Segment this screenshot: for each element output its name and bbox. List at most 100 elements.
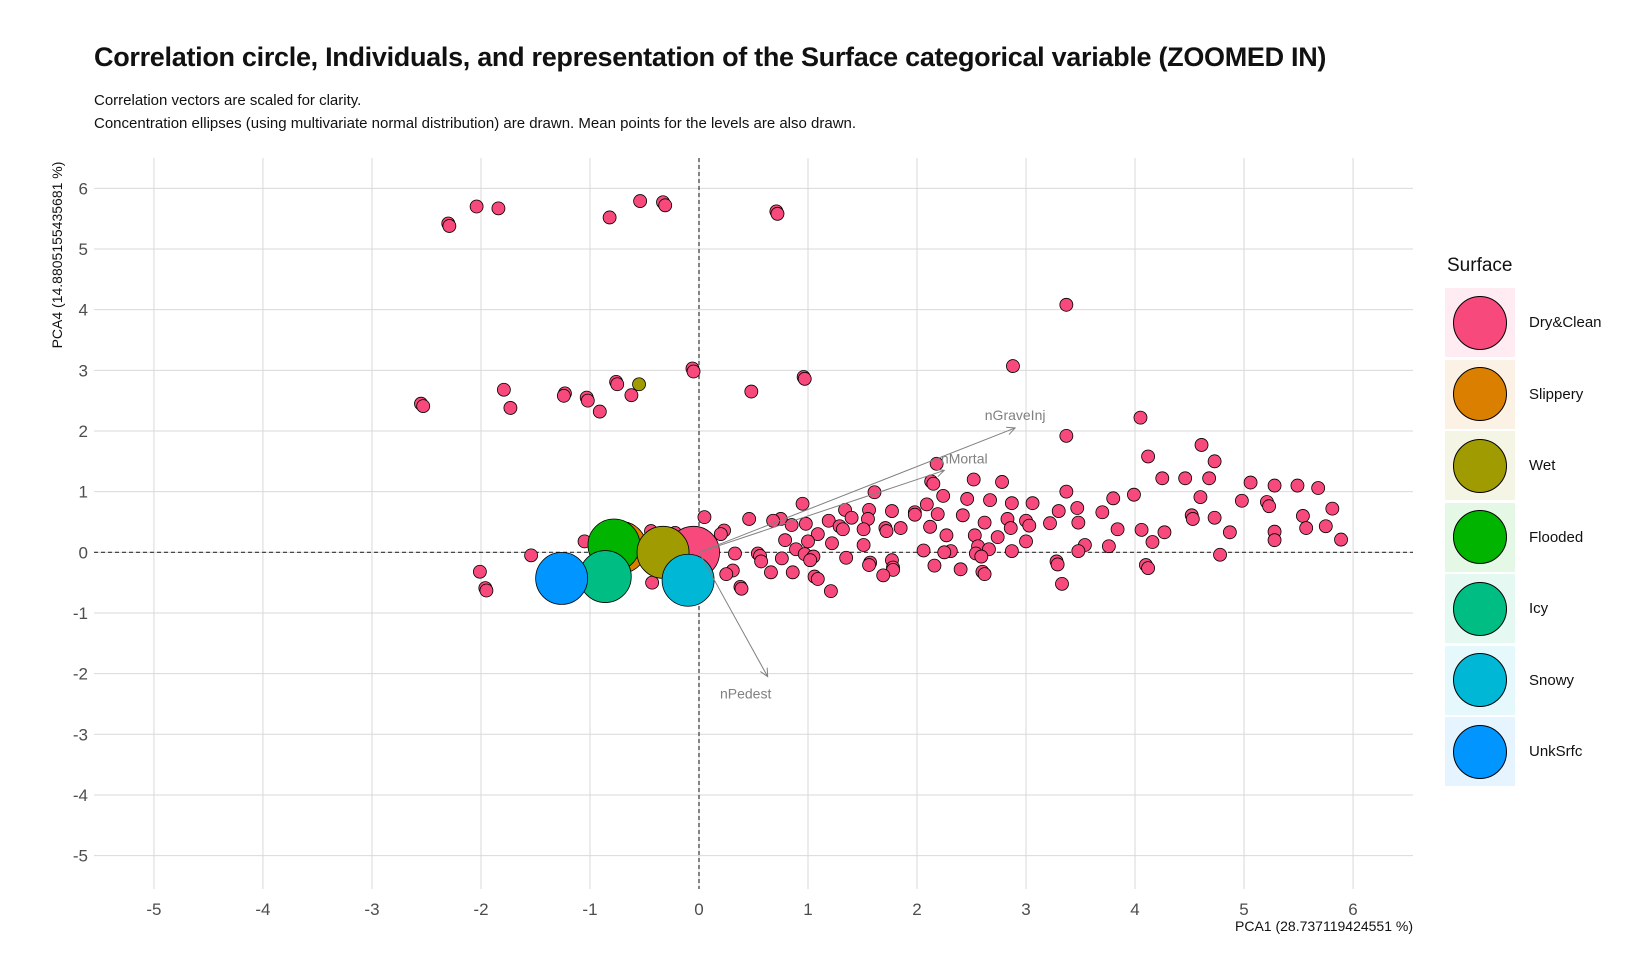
y-tick-label: 2 bbox=[79, 422, 88, 441]
data-point bbox=[1262, 499, 1277, 514]
data-point bbox=[835, 522, 850, 537]
data-point bbox=[1127, 487, 1141, 502]
data-point bbox=[1178, 471, 1193, 486]
legend: Surface Dry&Clean Slippery Wet Flooded Icy Sn… bbox=[1445, 255, 1645, 788]
data-point bbox=[1055, 576, 1069, 591]
legend-label: Snowy bbox=[1529, 671, 1575, 689]
data-point bbox=[1059, 297, 1074, 312]
data-point bbox=[1222, 525, 1237, 540]
y-tick-label: -4 bbox=[73, 786, 88, 805]
data-point bbox=[764, 565, 778, 580]
legend-swatch bbox=[1453, 581, 1507, 636]
data-point bbox=[1059, 428, 1074, 443]
data-point bbox=[990, 530, 1005, 545]
data-point bbox=[862, 558, 876, 572]
data-point bbox=[1141, 561, 1156, 575]
legend-swatch bbox=[1453, 510, 1507, 565]
x-tick-label: -4 bbox=[255, 900, 270, 919]
data-point bbox=[995, 475, 1009, 489]
y-tick-label: 0 bbox=[79, 543, 88, 562]
data-point bbox=[580, 393, 595, 408]
level-mean-points bbox=[535, 518, 720, 607]
data-point bbox=[491, 201, 506, 216]
legend-swatch bbox=[1453, 295, 1507, 350]
vector-nMortal bbox=[698, 469, 945, 553]
data-point bbox=[1134, 522, 1149, 537]
data-point bbox=[742, 512, 757, 526]
x-tick-label: -2 bbox=[473, 900, 488, 919]
data-point bbox=[893, 521, 908, 535]
data-point bbox=[1185, 512, 1200, 526]
legend-key bbox=[1445, 574, 1515, 644]
data-point bbox=[1207, 510, 1222, 525]
y-tick-label: 6 bbox=[79, 179, 88, 198]
data-point bbox=[810, 527, 825, 542]
legend-swatch bbox=[1453, 367, 1507, 422]
x-tick-label: 5 bbox=[1239, 900, 1248, 919]
data-point bbox=[966, 472, 981, 487]
data-point bbox=[1207, 454, 1222, 469]
data-point bbox=[1019, 534, 1033, 549]
vector-arrowhead bbox=[935, 468, 946, 478]
data-point bbox=[1234, 493, 1249, 508]
legend-label: Wet bbox=[1529, 457, 1556, 475]
data-point bbox=[774, 551, 789, 566]
data-point bbox=[856, 538, 871, 552]
data-point bbox=[1194, 438, 1209, 452]
data-point bbox=[953, 562, 968, 577]
vector-nPedest bbox=[698, 552, 769, 677]
legend-item: Slippery bbox=[1445, 359, 1645, 431]
data-point bbox=[1071, 515, 1086, 530]
data-point bbox=[1025, 496, 1040, 511]
data-point bbox=[876, 568, 891, 583]
data-point bbox=[1296, 509, 1310, 523]
data-point bbox=[856, 522, 871, 537]
data-point bbox=[803, 553, 818, 568]
data-point bbox=[1110, 522, 1125, 537]
data-point bbox=[983, 493, 997, 508]
data-point bbox=[1311, 481, 1326, 495]
data-point bbox=[1213, 547, 1227, 562]
data-point bbox=[1193, 490, 1208, 505]
data-point bbox=[784, 518, 799, 532]
data-point bbox=[1325, 501, 1340, 516]
data-point bbox=[479, 583, 494, 598]
x-tick-label: 3 bbox=[1021, 900, 1030, 919]
x-tick-label: -3 bbox=[364, 900, 379, 919]
data-point bbox=[1141, 449, 1156, 464]
data-point bbox=[867, 485, 882, 500]
legend-label: Slippery bbox=[1529, 385, 1584, 403]
legend-swatch bbox=[1453, 724, 1507, 779]
data-point bbox=[416, 399, 431, 414]
correlation-vectors: nGraveInj nMortal nPedest bbox=[698, 407, 1045, 702]
data-point bbox=[633, 194, 648, 208]
data-point bbox=[885, 504, 899, 518]
data-point bbox=[974, 549, 989, 564]
data-point bbox=[960, 492, 975, 506]
data-point bbox=[797, 371, 812, 386]
data-point bbox=[632, 377, 646, 392]
data-point bbox=[1095, 505, 1110, 520]
data-point bbox=[1050, 557, 1065, 572]
data-point bbox=[1101, 539, 1116, 554]
legend-key bbox=[1445, 717, 1515, 787]
mean-point-unksrfc bbox=[535, 552, 589, 605]
data-point bbox=[1133, 410, 1148, 425]
chart-subtitle-line-1: Correlation vectors are scaled for clari… bbox=[94, 92, 362, 109]
data-point bbox=[1022, 518, 1037, 533]
data-point bbox=[1334, 532, 1348, 547]
x-tick-label: 4 bbox=[1130, 900, 1139, 919]
legend-label: Dry&Clean bbox=[1529, 314, 1602, 332]
data-point bbox=[469, 199, 484, 214]
data-point bbox=[844, 510, 859, 525]
data-point bbox=[697, 510, 712, 525]
x-axis-title: PCA1 (28.737119424551 %) bbox=[1235, 918, 1413, 934]
data-point bbox=[719, 567, 734, 582]
legend-item: Flooded bbox=[1445, 502, 1645, 574]
y-tick-label: -3 bbox=[73, 725, 88, 744]
data-point bbox=[442, 219, 457, 233]
legend-item: Wet bbox=[1445, 430, 1645, 502]
y-tick-label: 4 bbox=[79, 301, 88, 320]
data-point bbox=[1318, 519, 1333, 534]
legend-swatch bbox=[1453, 653, 1507, 708]
